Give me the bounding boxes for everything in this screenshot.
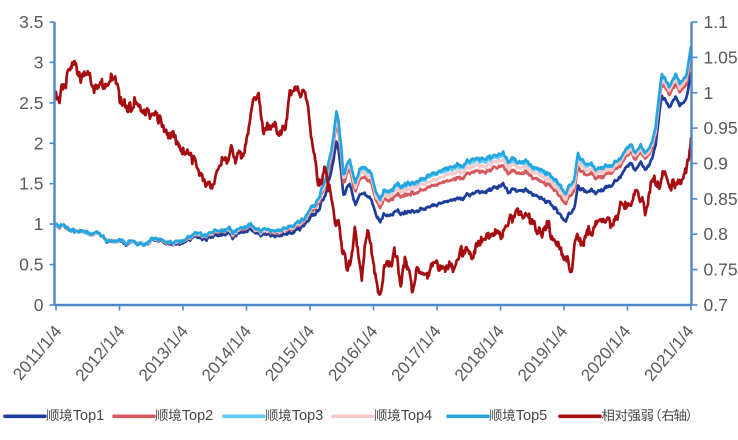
svg-text:1: 1 xyxy=(704,83,714,103)
svg-text:Top3: Top3 xyxy=(292,408,323,424)
svg-text:1.1: 1.1 xyxy=(704,12,728,32)
svg-text:1: 1 xyxy=(34,214,44,234)
svg-text:1.5: 1.5 xyxy=(19,174,43,194)
svg-text:0.5: 0.5 xyxy=(19,255,43,275)
svg-text:Top4: Top4 xyxy=(401,408,432,424)
svg-text:0.75: 0.75 xyxy=(704,260,738,280)
svg-text:0.95: 0.95 xyxy=(704,118,738,138)
svg-text:0: 0 xyxy=(34,295,44,315)
svg-text:3.5: 3.5 xyxy=(19,12,43,32)
svg-text:0.85: 0.85 xyxy=(704,189,738,209)
svg-text:3: 3 xyxy=(34,52,44,72)
svg-text:2.5: 2.5 xyxy=(19,93,43,113)
svg-text:0.7: 0.7 xyxy=(704,295,728,315)
svg-text:0.9: 0.9 xyxy=(704,154,728,174)
svg-text:2: 2 xyxy=(34,133,44,153)
svg-text:Top5: Top5 xyxy=(516,408,547,424)
svg-text:1.05: 1.05 xyxy=(704,47,738,67)
svg-text:0.8: 0.8 xyxy=(704,224,728,244)
svg-text:Top1: Top1 xyxy=(73,408,104,424)
svg-text:Top2: Top2 xyxy=(182,408,213,424)
